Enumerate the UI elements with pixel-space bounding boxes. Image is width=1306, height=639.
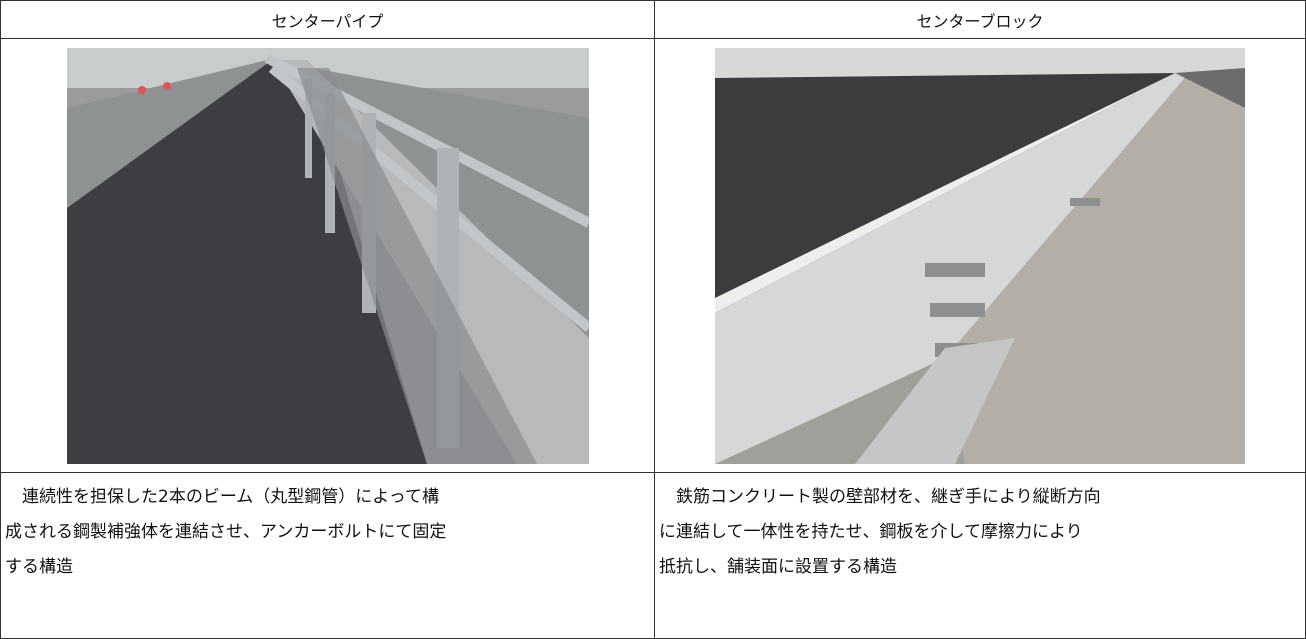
description-line: する構造 <box>5 557 73 577</box>
header-row: センターパイプ センターブロック <box>0 0 1306 39</box>
image-cell <box>654 38 1306 473</box>
photo-center-block <box>715 47 1245 464</box>
header-cell: センターブロック <box>654 0 1306 39</box>
description-line: 抵抗し、舗装面に設置する構造 <box>659 557 897 577</box>
description-cell: 鉄筋コンクリート製の壁部材を、継ぎ手により縦断方向 に連結して一体性を持たせ、鋼… <box>654 472 1306 639</box>
description-line: に連結して一体性を持たせ、鋼板を介して摩擦力により <box>659 522 1083 542</box>
description-cell: 連続性を担保した2本のビーム（丸型鋼管）によって構 成される鋼製補強体を連結させ… <box>0 472 655 639</box>
description-line: 鉄筋コンクリート製の壁部材を、継ぎ手により縦断方向 <box>676 487 1101 507</box>
image-cell <box>0 38 655 473</box>
header-cell: センターパイプ <box>0 0 655 39</box>
description-row: 連続性を担保した2本のビーム（丸型鋼管）によって構 成される鋼製補強体を連結させ… <box>0 472 1306 639</box>
image-row <box>0 38 1306 473</box>
description-line: 成される鋼製補強体を連結させ、アンカーボルトにて固定 <box>5 522 447 542</box>
description-line: 連続性を担保した2本のビーム（丸型鋼管）によって構 <box>22 487 439 507</box>
photo-center-pipe <box>66 47 589 464</box>
